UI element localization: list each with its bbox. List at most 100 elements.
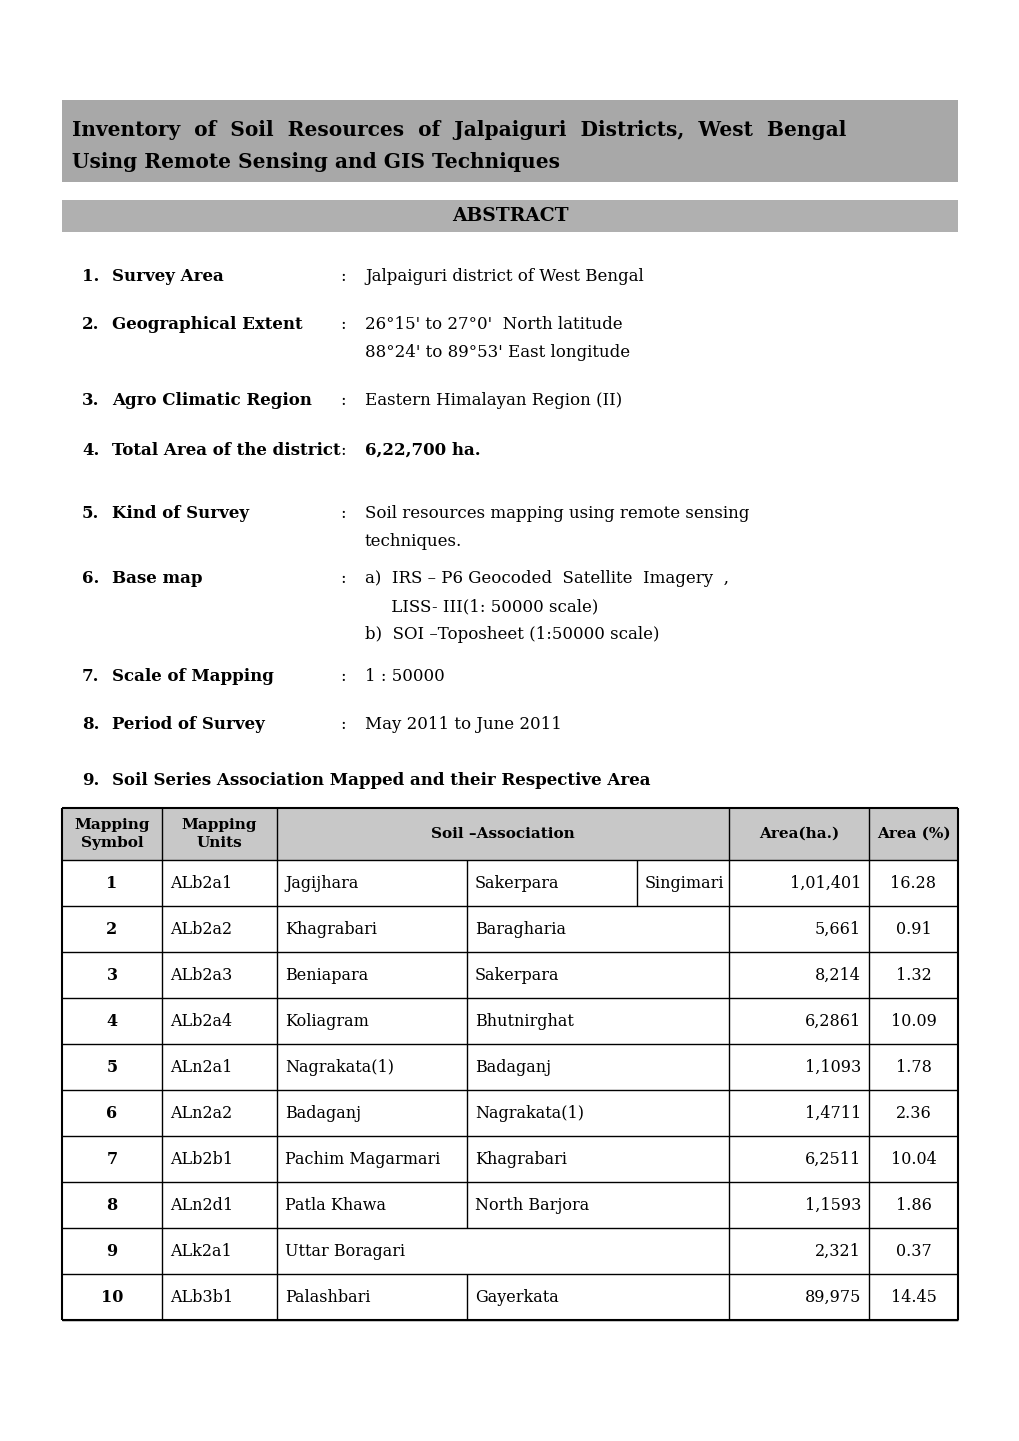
Bar [62,99,957,182]
Text: 6,22,700 ha.: 6,22,700 ha. [365,442,480,460]
Text: ALn2a2: ALn2a2 [170,1104,232,1121]
Text: ALb2a4: ALb2a4 [170,1013,232,1029]
Text: ALb3b1: ALb3b1 [170,1288,233,1306]
Text: Area (%): Area (%) [875,827,950,842]
Text: :: : [339,442,345,460]
Text: Sakerpara: Sakerpara [475,967,559,984]
Text: 2: 2 [106,921,117,938]
Text: LISS- III(1: 50000 scale): LISS- III(1: 50000 scale) [365,598,598,615]
Text: 14.45: 14.45 [890,1288,935,1306]
Text: 0.91: 0.91 [895,921,930,938]
Text: 2.: 2. [82,316,100,333]
Text: Soil resources mapping using remote sensing: Soil resources mapping using remote sens… [365,504,749,522]
Text: 5,661: 5,661 [814,921,860,938]
Text: 10.09: 10.09 [890,1013,935,1029]
Text: Using Remote Sensing and GIS Techniques: Using Remote Sensing and GIS Techniques [72,151,559,171]
Text: ALn2d1: ALn2d1 [170,1196,233,1213]
Text: 6,2511: 6,2511 [804,1150,860,1167]
Text: 3: 3 [106,967,117,984]
Text: 2.36: 2.36 [895,1104,930,1121]
Text: :: : [339,669,345,684]
Text: Nagrakata(1): Nagrakata(1) [475,1104,584,1121]
Text: 1.: 1. [82,268,99,285]
Text: Sakerpara: Sakerpara [475,875,559,892]
Text: Palashbari: Palashbari [284,1288,370,1306]
Text: Total Area of the district: Total Area of the district [112,442,340,460]
Text: ALb2a2: ALb2a2 [170,921,232,938]
Text: ALb2a3: ALb2a3 [170,967,232,984]
Text: 10.04: 10.04 [890,1150,935,1167]
Text: 1: 1 [106,875,117,892]
Text: Survey Area: Survey Area [112,268,223,285]
Text: :: : [339,504,345,522]
Text: Badaganj: Badaganj [475,1059,550,1075]
Text: 6: 6 [106,1104,117,1121]
Text: Area(ha.): Area(ha.) [758,827,839,842]
Text: Khagrabari: Khagrabari [475,1150,567,1167]
Text: ALk2a1: ALk2a1 [170,1242,231,1259]
Text: :: : [339,716,345,733]
Text: Period of Survey: Period of Survey [112,716,265,733]
Text: 1.32: 1.32 [895,967,930,984]
Text: Mapping
Symbol: Mapping Symbol [74,818,150,850]
Text: 1,4711: 1,4711 [804,1104,860,1121]
Text: 1,1093: 1,1093 [804,1059,860,1075]
Text: 26°15' to 27°0'  North latitude: 26°15' to 27°0' North latitude [365,316,622,333]
Text: May 2011 to June 2011: May 2011 to June 2011 [365,716,561,733]
Text: Geographical Extent: Geographical Extent [112,316,303,333]
Text: Patla Khawa: Patla Khawa [284,1196,385,1213]
Text: Eastern Himalayan Region (II): Eastern Himalayan Region (II) [365,392,622,409]
Text: 6,2861: 6,2861 [804,1013,860,1029]
Text: Jalpaiguri district of West Bengal: Jalpaiguri district of West Bengal [365,268,643,285]
Text: 1.78: 1.78 [895,1059,930,1075]
Text: ALn2a1: ALn2a1 [170,1059,232,1075]
Text: 1,01,401: 1,01,401 [789,875,860,892]
Text: Agro Climatic Region: Agro Climatic Region [112,392,312,409]
Text: Base map: Base map [112,571,203,586]
Text: ALb2a1: ALb2a1 [170,875,232,892]
Text: 9.: 9. [82,772,99,790]
Text: 6.: 6. [82,571,99,586]
Bar [62,200,957,232]
Text: 88°24' to 89°53' East longitude: 88°24' to 89°53' East longitude [365,344,630,362]
Text: :: : [339,316,345,333]
Text: 10: 10 [101,1288,123,1306]
Bar [62,808,957,1320]
Text: Mapping
Units: Mapping Units [181,818,257,850]
Text: Soil –Association: Soil –Association [431,827,575,842]
Text: Koliagram: Koliagram [284,1013,369,1029]
Text: Singimari: Singimari [644,875,723,892]
Text: :: : [339,392,345,409]
Text: techniques.: techniques. [365,533,462,550]
Text: 89,975: 89,975 [804,1288,860,1306]
Text: Soil Series Association Mapped and their Respective Area: Soil Series Association Mapped and their… [112,772,650,790]
Text: 7: 7 [106,1150,117,1167]
Text: Nagrakata(1): Nagrakata(1) [284,1059,393,1075]
Text: ABSTRACT: ABSTRACT [451,208,568,225]
Text: :: : [339,571,345,586]
Text: Scale of Mapping: Scale of Mapping [112,669,274,684]
Text: Gayerkata: Gayerkata [475,1288,558,1306]
Text: Bhutnirghat: Bhutnirghat [475,1013,574,1029]
Text: Baragharia: Baragharia [475,921,566,938]
Text: 1 : 50000: 1 : 50000 [365,669,444,684]
Text: Khagrabari: Khagrabari [284,921,377,938]
Text: 8,214: 8,214 [814,967,860,984]
Text: 4: 4 [106,1013,117,1029]
Text: a)  IRS – P6 Geocoded  Satellite  Imagery  ,: a) IRS – P6 Geocoded Satellite Imagery , [365,571,729,586]
Text: Pachim Magarmari: Pachim Magarmari [284,1150,440,1167]
Text: 8: 8 [106,1196,117,1213]
Text: 3.: 3. [82,392,100,409]
Text: b)  SOI –Toposheet (1:50000 scale): b) SOI –Toposheet (1:50000 scale) [365,625,659,643]
Text: :: : [339,268,345,285]
Bar [62,808,957,860]
Text: 0.37: 0.37 [895,1242,930,1259]
Text: 5.: 5. [82,504,99,522]
Text: Uttar Boragari: Uttar Boragari [284,1242,405,1259]
Text: Kind of Survey: Kind of Survey [112,504,249,522]
Text: Badaganj: Badaganj [284,1104,361,1121]
Text: 4.: 4. [82,442,99,460]
Text: 1.86: 1.86 [895,1196,930,1213]
Text: 16.28: 16.28 [890,875,935,892]
Text: North Barjora: North Barjora [475,1196,589,1213]
